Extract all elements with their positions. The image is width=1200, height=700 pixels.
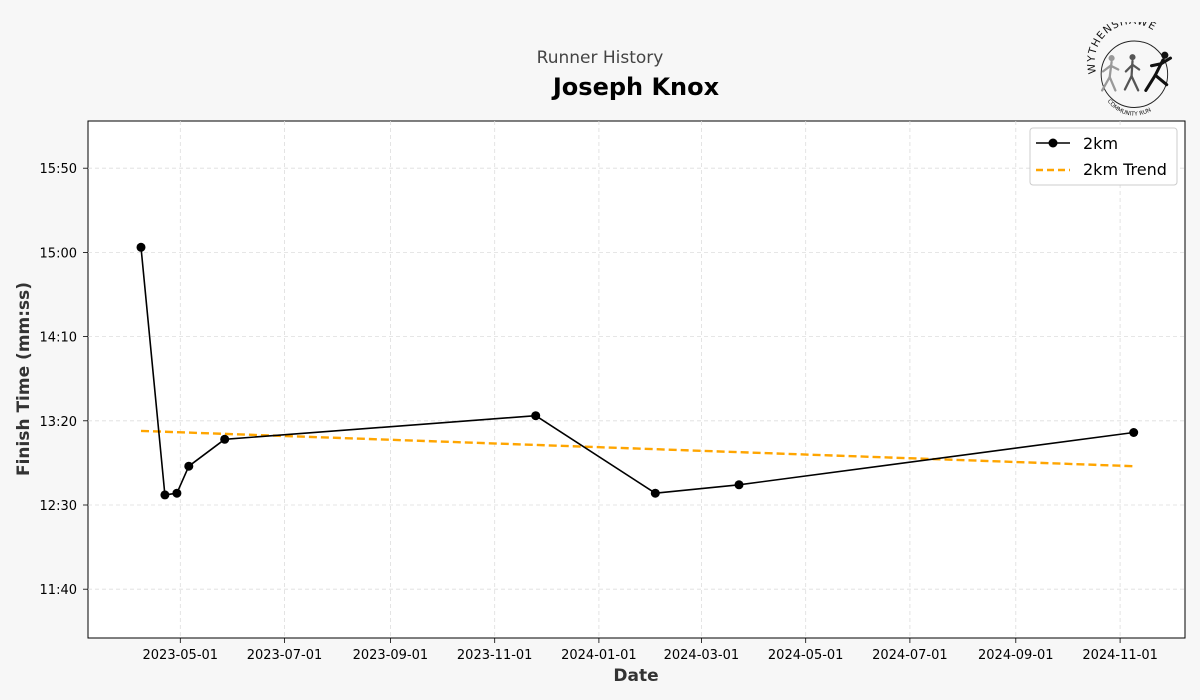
x-tick-label: 2024-11-01 xyxy=(1082,648,1158,663)
data-point xyxy=(136,242,146,252)
x-tick-label: 2023-11-01 xyxy=(457,648,533,663)
plot-area xyxy=(87,120,1186,639)
x-axis-label: Date xyxy=(613,666,658,686)
trend-line xyxy=(140,429,1134,468)
legend-marker-2km xyxy=(1048,138,1058,148)
y-tick-label: 13:20 xyxy=(40,415,77,430)
data-point xyxy=(531,411,541,421)
y-axis-ticks: 11:40 12:30 13:20 14:10 15:00 15:50 xyxy=(40,162,88,598)
x-tick-label: 2024-09-01 xyxy=(978,648,1054,663)
x-tick-label: 2024-07-01 xyxy=(872,648,948,663)
runner-icon-light xyxy=(1100,55,1120,92)
y-tick-label: 12:30 xyxy=(40,499,77,514)
x-tick-label: 2023-09-01 xyxy=(353,648,429,663)
chart-subtitle: Runner History xyxy=(537,48,664,68)
legend-label-2km: 2km xyxy=(1083,134,1118,153)
y-tick-label: 15:00 xyxy=(40,246,77,261)
legend-label-trend: 2km Trend xyxy=(1083,160,1167,179)
y-tick-label: 11:40 xyxy=(40,583,77,598)
runner-icon-dark xyxy=(1144,51,1173,92)
data-point xyxy=(220,434,230,444)
x-axis-ticks: 2023-05-01 2023-07-01 2023-09-01 2023-11-01… xyxy=(143,638,1158,663)
data-point xyxy=(1129,428,1139,437)
x-tick-label: 2023-05-01 xyxy=(143,648,219,663)
data-point xyxy=(184,461,194,471)
data-point xyxy=(650,488,660,498)
club-logo: WYTHENSHAWE COMMUNITY RUN xyxy=(1085,22,1173,117)
x-tick-label: 2024-03-01 xyxy=(664,648,740,663)
x-tick-label: 2023-07-01 xyxy=(247,648,323,663)
x-tick-label: 2024-01-01 xyxy=(561,648,637,663)
y-axis-label: Finish Time (mm:ss) xyxy=(14,282,34,476)
y-tick-label: 14:10 xyxy=(40,331,77,346)
data-point xyxy=(734,480,744,490)
y-tick-label: 15:50 xyxy=(40,162,77,177)
chart-title: Joseph Knox xyxy=(551,73,720,101)
logo-text: WYTHENSHAWE xyxy=(1085,22,1158,75)
logo-subtext: COMMUNITY RUN xyxy=(1106,99,1153,117)
x-tick-label: 2024-05-01 xyxy=(768,648,844,663)
legend: 2km 2km Trend xyxy=(1029,127,1178,186)
data-point xyxy=(172,488,182,498)
logo-ring xyxy=(1100,40,1169,108)
data-point xyxy=(160,490,170,500)
grid xyxy=(88,121,1185,638)
runner-icon-mid xyxy=(1123,54,1141,92)
series xyxy=(136,242,1139,500)
